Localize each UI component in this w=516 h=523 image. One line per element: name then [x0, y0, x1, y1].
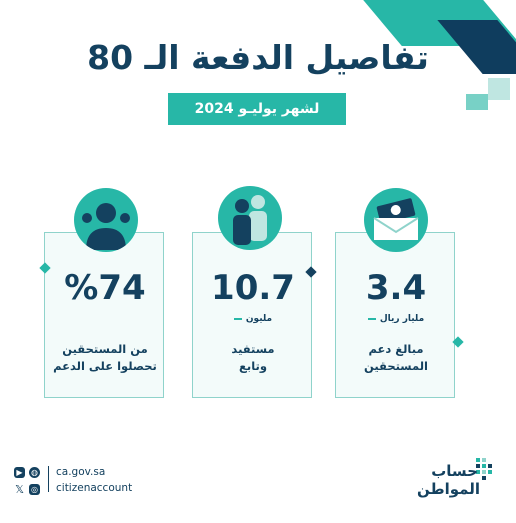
- instagram-icon[interactable]: ◎: [29, 484, 40, 495]
- stat-value-percentage: %74: [64, 268, 146, 308]
- stat-desc-percentage-line1: من المستحقين: [62, 342, 148, 356]
- stat-unit-support-amount: مليار ريال: [336, 314, 456, 324]
- people-icon: [218, 186, 282, 250]
- stat-value-beneficiaries: 10.7: [211, 268, 295, 308]
- logo-text-line1: حساب: [431, 462, 478, 480]
- stat-card-percentage: [44, 232, 164, 398]
- stat-desc-support-amount-line1: مبالغ دعم: [368, 342, 424, 356]
- footer-divider: [48, 466, 49, 492]
- person-group-icon: [74, 188, 138, 252]
- subtitle-text: لشهر يوليـو 2024: [194, 101, 320, 117]
- money-envelope-icon: [364, 188, 428, 252]
- citizen-account-logo: [420, 456, 500, 504]
- logo-text-line2: المواطن: [416, 480, 480, 498]
- stat-desc-beneficiaries-line2: وتابع: [239, 359, 267, 373]
- stat-desc-beneficiaries-line1: مستفيد: [231, 342, 275, 356]
- subtitle-badge: لشهر يوليـو 2024: [168, 93, 346, 125]
- page-title: تفاصيل الدفعة الـ 80: [87, 38, 429, 77]
- stat-desc-percentage-line2: تحصلوا على الدعم: [53, 359, 157, 373]
- stat-value-support-amount: 3.4: [365, 268, 427, 308]
- corner-decoration-light: [488, 78, 510, 100]
- globe-icon[interactable]: ◍: [29, 467, 40, 478]
- x-icon[interactable]: 𝕏: [15, 483, 24, 496]
- stat-unit-beneficiaries: مليون: [193, 314, 313, 324]
- social-links: ▶ ◍ 𝕏 ◎: [14, 467, 40, 501]
- stat-desc-support-amount-line2: المستحقين: [364, 359, 428, 373]
- corner-decoration-mint: [466, 94, 488, 110]
- social-handle[interactable]: citizenaccount: [56, 482, 133, 494]
- youtube-icon[interactable]: ▶: [14, 467, 25, 478]
- website-link[interactable]: ca.gov.sa: [56, 466, 106, 478]
